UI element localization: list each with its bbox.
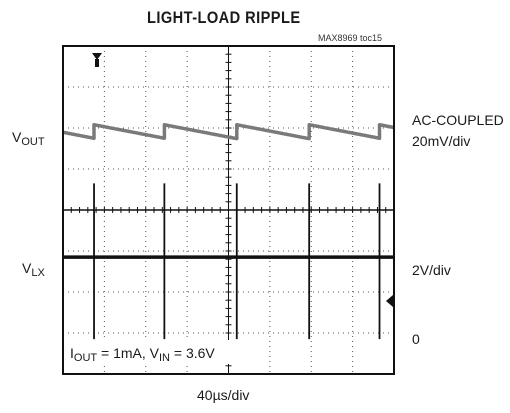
ground-level-marker-icon (386, 295, 393, 307)
y-label-vlx: VLX (22, 260, 45, 279)
trigger-marker-stem (95, 59, 99, 67)
vout-scale-label: 20mV/div (412, 133, 470, 149)
chart-title: LIGHT-LOAD RIPPLE (147, 8, 301, 27)
test-conditions: IOUT = 1mA, VIN = 3.6V (70, 345, 215, 364)
figure-id: MAX8969 toc15 (318, 33, 382, 43)
conditions-backdrop (67, 340, 241, 364)
trigger-marker-icon (92, 53, 102, 60)
plot-frame (62, 45, 395, 375)
vout-trace (62, 122, 396, 141)
vlx-zero-label: 0 (412, 331, 420, 347)
grid (62, 45, 395, 375)
y-label-vout: VOUT (12, 129, 45, 148)
x-scale-label: 40µs/div (197, 387, 249, 403)
vout-coupling-label: AC-COUPLED (412, 112, 504, 128)
traces (62, 122, 396, 340)
vlx-scale-label: 2V/div (412, 262, 451, 278)
